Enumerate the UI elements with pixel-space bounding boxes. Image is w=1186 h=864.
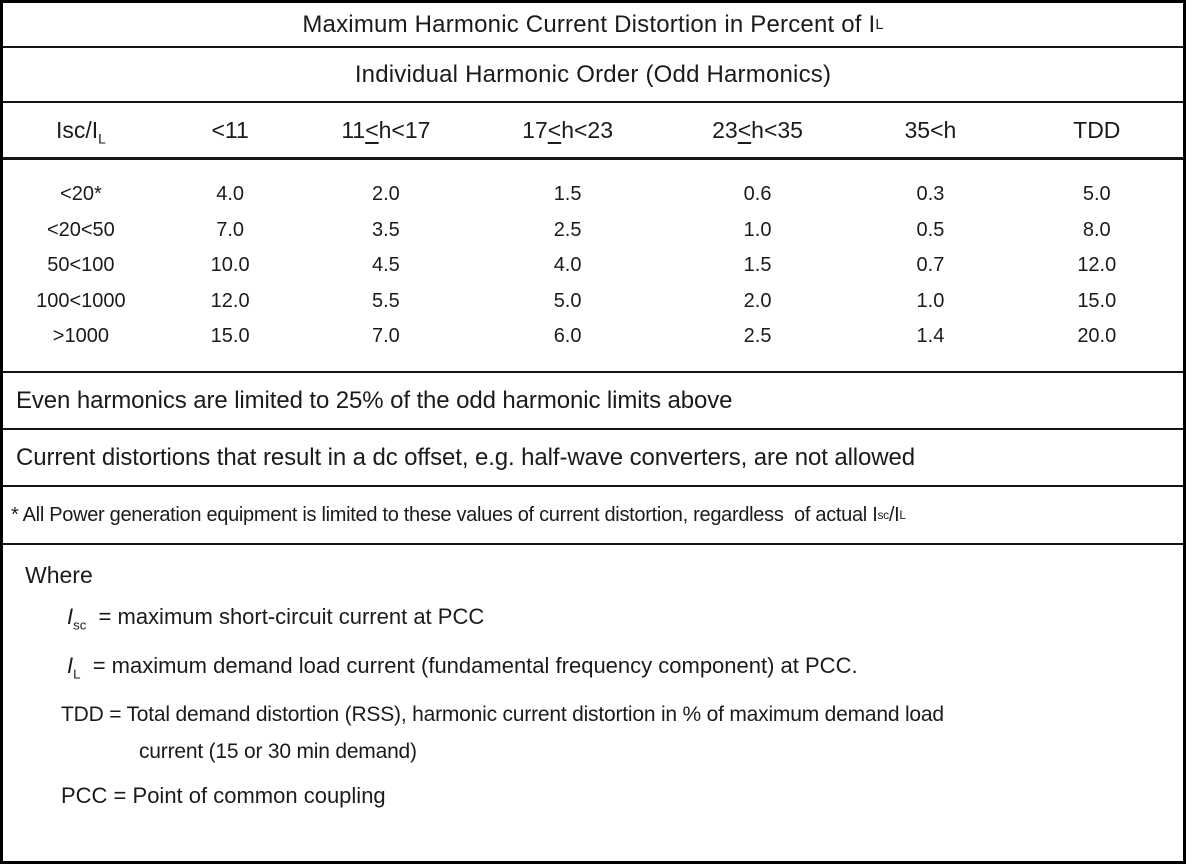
where-line: TDD = Total demand distortion (RSS), har…: [61, 703, 944, 726]
value-cell: 0.5: [916, 218, 945, 241]
value-cell: 1.4: [916, 325, 945, 348]
value-cell: 7.0: [371, 325, 400, 348]
column-header: <11: [211, 116, 249, 143]
data-rows-block: <20* 4.0 2.0 1.5 0.6 0.3 5.0 <20<50 7.0 3.5 2.5 1.0…: [3, 160, 1183, 373]
value-cell: 4.0: [216, 183, 245, 205]
where-line: current (15 or 30 min demand): [139, 740, 417, 763]
column-header: 35<h: [904, 116, 957, 143]
column-header-isc-il: Isc/IL: [55, 116, 106, 147]
row-label: 100<1000: [36, 289, 126, 312]
column-header: TDD: [1073, 116, 1121, 143]
where-section: Where Isc = maximum short-circuit curren…: [3, 545, 1183, 858]
note-dc-offset: Current distortions that result in a dc …: [3, 430, 1183, 487]
row-label: <20<50: [46, 218, 115, 241]
where-line: IL = maximum demand load current (fundam…: [67, 653, 858, 682]
value-cell: 0.6: [743, 183, 772, 205]
value-cell: 4.0: [553, 254, 582, 277]
value-cell: 20.0: [1077, 325, 1117, 348]
where-line: PCC = Point of common coupling: [61, 783, 386, 808]
value-cell: 5.5: [371, 289, 400, 312]
row-label: 50<100: [47, 254, 115, 277]
where-line: Isc = maximum short-circuit current at P…: [67, 604, 485, 633]
notes-block: Even harmonics are limited to 25% of the…: [3, 373, 1183, 545]
note-even-harmonics: Even harmonics are limited to 25% of the…: [3, 373, 1183, 430]
table-title: Maximum Harmonic Current Distortion in P…: [3, 3, 1183, 48]
value-cell: 1.5: [553, 183, 582, 205]
value-cell: 6.0: [553, 325, 582, 348]
value-cell: 0.3: [916, 183, 945, 205]
column-header: 17<h<23: [522, 116, 614, 143]
column-header-row: Isc/IL <11 11<h<17 17<h<23 23<h<35 35<h TDD: [3, 103, 1183, 160]
row-label: >1000: [52, 325, 109, 348]
where-heading: Where: [25, 562, 93, 588]
table-row: <20* 4.0 2.0 1.5 0.6 0.3 5.0: [3, 177, 1183, 213]
table-subtitle: Individual Harmonic Order (Odd Harmonics…: [3, 48, 1183, 103]
column-header: 23<h<35: [712, 116, 803, 143]
value-cell: 2.0: [371, 183, 400, 205]
table-row: <20<50 7.0 3.5 2.5 1.0 0.5 8.0: [3, 213, 1183, 249]
value-cell: 1.0: [743, 218, 772, 241]
row-label: <20*: [60, 183, 102, 205]
value-cell: 12.0: [210, 289, 250, 312]
value-cell: 5.0: [1082, 183, 1111, 205]
value-cell: 1.0: [916, 289, 945, 312]
value-cell: 10.0: [210, 254, 250, 277]
value-cell: 5.0: [553, 289, 582, 312]
value-cell: 2.5: [743, 325, 772, 348]
value-cell: 8.0: [1082, 218, 1111, 241]
value-cell: 0.7: [916, 254, 945, 277]
value-cell: 15.0: [210, 325, 250, 348]
value-cell: 7.0: [216, 218, 245, 241]
value-cell: 2.5: [553, 218, 582, 241]
value-cell: 12.0: [1077, 254, 1117, 277]
note-power-generation: * All Power generation equipment is limi…: [3, 487, 1183, 545]
column-header: 11<h<17: [341, 116, 431, 143]
value-cell: 4.5: [371, 254, 400, 277]
table-row: >1000 15.0 7.0 6.0 2.5 1.4 20.0: [3, 319, 1183, 355]
value-cell: 15.0: [1077, 289, 1117, 312]
where-definitions: Isc = maximum short-circuit current at P…: [3, 602, 1183, 811]
value-cell: 2.0: [743, 289, 772, 312]
table-row: 100<1000 12.0 5.5 5.0 2.0 1.0 15.0: [3, 284, 1183, 320]
value-cell: 3.5: [371, 218, 400, 241]
value-cell: 1.5: [743, 254, 772, 277]
table-row: 50<100 10.0 4.5 4.0 1.5 0.7 12.0: [3, 248, 1183, 284]
